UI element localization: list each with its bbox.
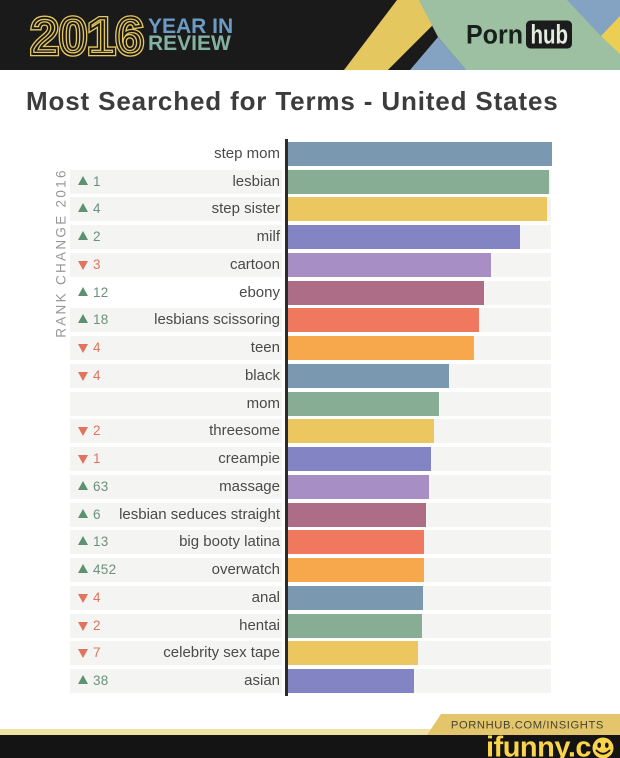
svg-text:PORNHUB.COM/INSIGHTS: PORNHUB.COM/INSIGHTS — [451, 720, 604, 732]
svg-text:YEAR IN: YEAR IN — [148, 15, 233, 38]
svg-text:hub: hub — [531, 20, 569, 50]
svg-text:2016: 2016 — [31, 6, 144, 65]
svg-text:2016: 2016 — [31, 6, 144, 65]
svg-text:ifunny.c: ifunny.c — [486, 735, 591, 758]
svg-text:REVIEW: REVIEW — [148, 32, 231, 55]
svg-text:Porn: Porn — [466, 20, 523, 50]
